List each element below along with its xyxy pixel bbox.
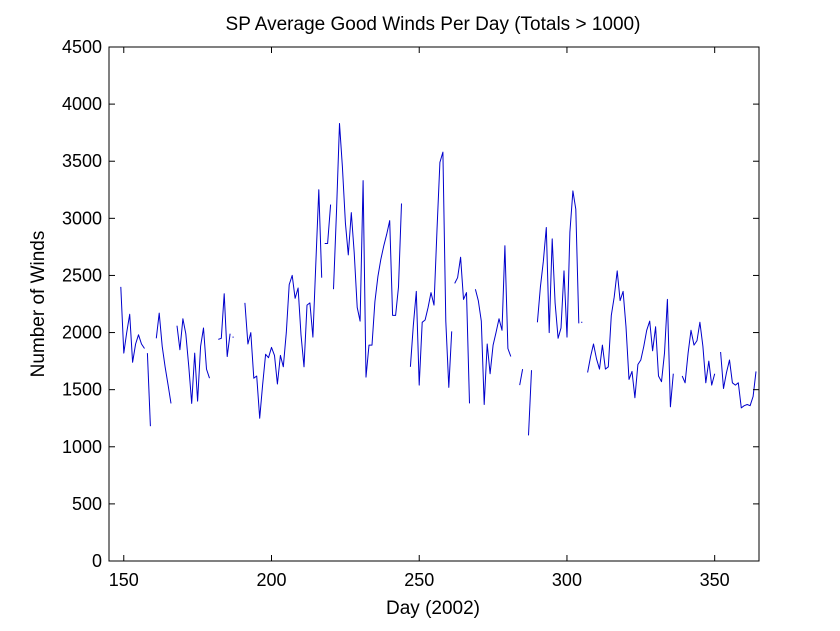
series-line-segment xyxy=(218,293,231,357)
y-axis-label: Number of Winds xyxy=(28,231,49,378)
series-line-segment xyxy=(155,312,172,404)
y-axis: 0 500 1000 1500 2000 2500 3000 3500 4000 4500 xyxy=(62,37,759,571)
series-line-segment xyxy=(528,370,532,436)
series-line-segment xyxy=(587,270,674,408)
series-line-segment xyxy=(409,151,453,388)
data-layer xyxy=(120,123,757,436)
x-tick-label: 150 xyxy=(109,570,139,590)
y-tick-label: 2500 xyxy=(62,265,102,285)
x-tick-label: 250 xyxy=(404,570,434,590)
series-line-segment xyxy=(176,318,210,404)
series-line-segment xyxy=(454,256,470,404)
y-tick-label: 4500 xyxy=(62,37,102,57)
y-tick-label: 4000 xyxy=(62,94,102,114)
series-line-segment xyxy=(681,321,716,386)
y-tick-label: 500 xyxy=(72,494,102,514)
x-tick-label: 200 xyxy=(256,570,286,590)
series-line-segment xyxy=(720,351,757,409)
series-line-segment xyxy=(120,286,145,363)
x-tick-label: 300 xyxy=(552,570,582,590)
y-tick-label: 1000 xyxy=(62,437,102,457)
series-line-segment xyxy=(146,353,151,427)
series-line-segment xyxy=(244,189,323,419)
series-line-segment xyxy=(536,190,580,339)
y-tick-label: 3500 xyxy=(62,151,102,171)
series-line-segment xyxy=(474,245,512,405)
y-tick-label: 3000 xyxy=(62,208,102,228)
y-tick-label: 1500 xyxy=(62,380,102,400)
y-tick-label: 0 xyxy=(92,551,102,571)
x-axis: 150 200 250 300 350 xyxy=(109,47,730,590)
series-line-segment xyxy=(333,123,402,378)
series-line-segment xyxy=(324,204,332,244)
y-tick-label: 2000 xyxy=(62,323,102,343)
x-axis-label: Day (2002) xyxy=(386,598,480,619)
chart-title: SP Average Good Winds Per Day (Totals > … xyxy=(226,14,641,35)
series-line-segment xyxy=(519,369,524,386)
x-tick-label: 350 xyxy=(700,570,730,590)
